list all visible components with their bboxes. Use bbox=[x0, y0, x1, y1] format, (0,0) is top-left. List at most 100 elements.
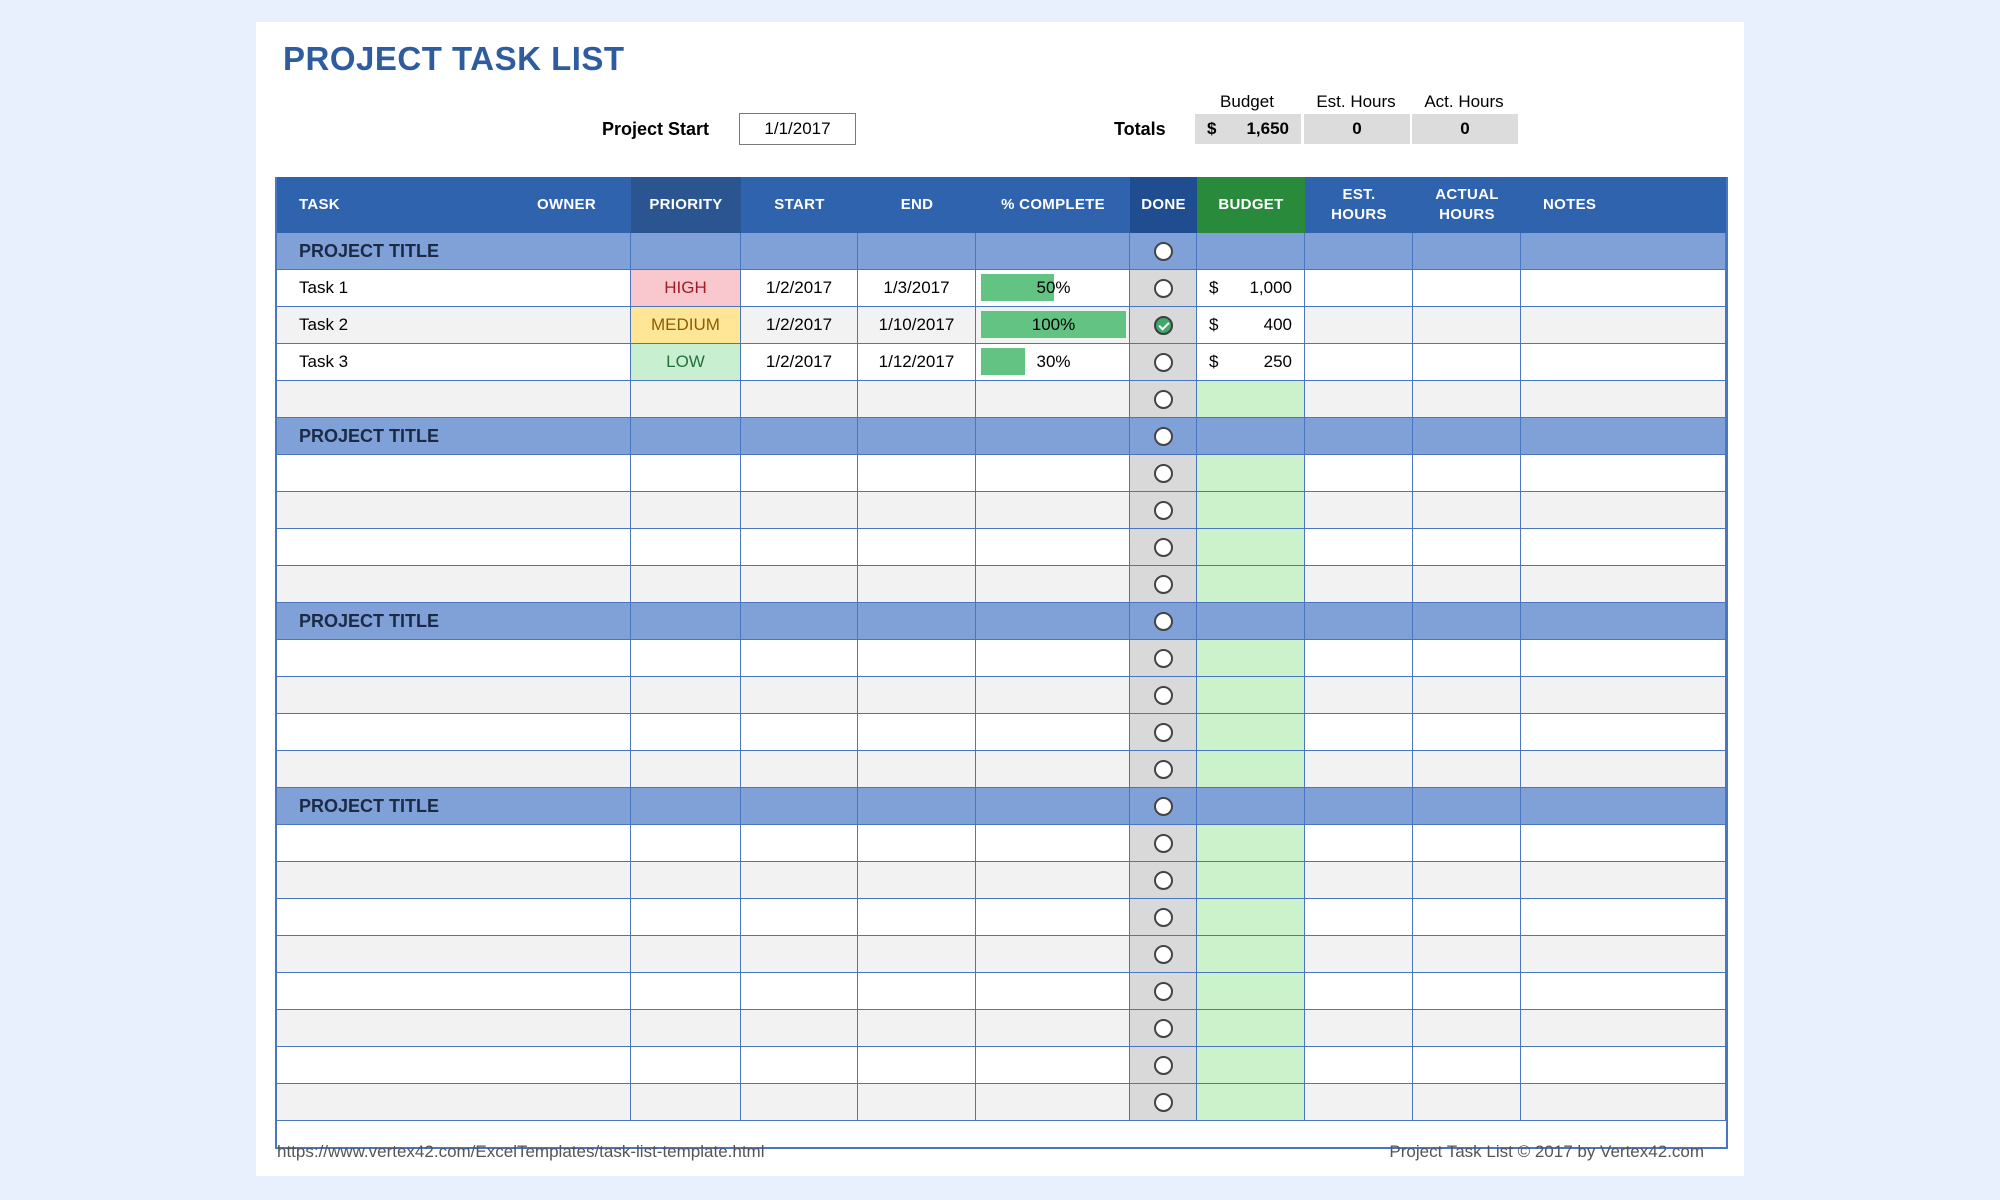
table-row[interactable] bbox=[277, 899, 1726, 936]
cell-act[interactable] bbox=[1413, 714, 1521, 750]
cell-start[interactable] bbox=[741, 603, 858, 639]
cell-notes[interactable] bbox=[1521, 936, 1726, 972]
end-date[interactable]: 1/10/2017 bbox=[858, 307, 976, 343]
cell-start[interactable] bbox=[741, 899, 858, 935]
cell-end[interactable] bbox=[858, 455, 976, 491]
cell-priority[interactable] bbox=[631, 788, 741, 824]
cell-task[interactable] bbox=[277, 751, 631, 787]
cell-end[interactable] bbox=[858, 381, 976, 417]
project-title[interactable]: PROJECT TITLE bbox=[299, 241, 440, 261]
done-radio[interactable] bbox=[1154, 1093, 1173, 1112]
cell-complete[interactable] bbox=[976, 640, 1130, 676]
done-radio[interactable] bbox=[1154, 390, 1173, 409]
cell-budget[interactable] bbox=[1197, 1047, 1305, 1083]
cell-budget[interactable] bbox=[1197, 973, 1305, 1009]
cell-act[interactable] bbox=[1413, 455, 1521, 491]
cell-end[interactable] bbox=[858, 1047, 976, 1083]
cell-act[interactable] bbox=[1413, 381, 1521, 417]
cell-priority[interactable] bbox=[631, 381, 741, 417]
cell-done[interactable] bbox=[1130, 825, 1197, 861]
task-name[interactable]: Task 2 bbox=[277, 307, 631, 343]
done-radio[interactable] bbox=[1154, 575, 1173, 594]
done-radio[interactable] bbox=[1154, 612, 1173, 631]
cell-priority[interactable] bbox=[631, 418, 741, 454]
cell-priority[interactable] bbox=[631, 529, 741, 565]
cell-start[interactable] bbox=[741, 455, 858, 491]
cell-est[interactable] bbox=[1305, 529, 1413, 565]
cell-task[interactable] bbox=[277, 1047, 631, 1083]
cell-end[interactable] bbox=[858, 751, 976, 787]
table-row[interactable] bbox=[277, 455, 1726, 492]
cell-complete[interactable] bbox=[976, 751, 1130, 787]
cell-task[interactable] bbox=[277, 529, 631, 565]
cell-budget[interactable] bbox=[1197, 233, 1305, 269]
cell-priority[interactable] bbox=[631, 677, 741, 713]
cell-priority[interactable] bbox=[631, 973, 741, 1009]
cell-end[interactable] bbox=[858, 1010, 976, 1046]
cell-priority[interactable] bbox=[631, 862, 741, 898]
header-complete[interactable]: % COMPLETE bbox=[1001, 196, 1105, 213]
cell-end[interactable] bbox=[858, 862, 976, 898]
cell-complete[interactable] bbox=[976, 899, 1130, 935]
done-radio[interactable] bbox=[1154, 760, 1173, 779]
header-priority[interactable]: PRIORITY bbox=[631, 177, 741, 233]
cell-est[interactable] bbox=[1305, 973, 1413, 1009]
cell-done[interactable] bbox=[1130, 677, 1197, 713]
cell-act[interactable] bbox=[1413, 566, 1521, 602]
cell-budget[interactable] bbox=[1197, 566, 1305, 602]
header-budget[interactable]: BUDGET bbox=[1197, 177, 1305, 233]
done-radio[interactable] bbox=[1154, 242, 1173, 261]
table-row[interactable] bbox=[277, 862, 1726, 899]
project-title-row[interactable]: PROJECT TITLE bbox=[277, 603, 1726, 640]
cell-est[interactable] bbox=[1305, 899, 1413, 935]
cell-end[interactable] bbox=[858, 973, 976, 1009]
cell-done[interactable] bbox=[1130, 381, 1197, 417]
table-row[interactable] bbox=[277, 492, 1726, 529]
cell-priority[interactable] bbox=[631, 603, 741, 639]
cell-notes[interactable] bbox=[1521, 566, 1726, 602]
cell-act[interactable] bbox=[1413, 640, 1521, 676]
table-row[interactable] bbox=[277, 566, 1726, 603]
cell-act[interactable] bbox=[1413, 603, 1521, 639]
cell-start[interactable] bbox=[741, 566, 858, 602]
cell-notes[interactable] bbox=[1521, 455, 1726, 491]
cell-start[interactable] bbox=[741, 418, 858, 454]
done-radio[interactable] bbox=[1154, 464, 1173, 483]
cell-complete[interactable]: 100% bbox=[976, 307, 1130, 343]
cell-start[interactable] bbox=[741, 973, 858, 1009]
cell-est[interactable] bbox=[1305, 1010, 1413, 1046]
cell-notes[interactable] bbox=[1521, 899, 1726, 935]
cell-start[interactable] bbox=[741, 936, 858, 972]
header-notes[interactable]: NOTES bbox=[1543, 196, 1597, 213]
cell-act[interactable] bbox=[1413, 788, 1521, 824]
cell-task[interactable] bbox=[277, 455, 631, 491]
start-date[interactable]: 1/2/2017 bbox=[741, 270, 858, 306]
header-actual-hours[interactable]: ACTUAL HOURS bbox=[1435, 186, 1499, 223]
cell-budget[interactable] bbox=[1197, 381, 1305, 417]
cell-done[interactable] bbox=[1130, 640, 1197, 676]
cell-end[interactable] bbox=[858, 529, 976, 565]
cell-done[interactable] bbox=[1130, 862, 1197, 898]
cell-start[interactable] bbox=[741, 862, 858, 898]
done-radio[interactable] bbox=[1154, 501, 1173, 520]
cell-budget[interactable] bbox=[1197, 751, 1305, 787]
cell-priority[interactable] bbox=[631, 233, 741, 269]
cell-end[interactable] bbox=[858, 566, 976, 602]
cell-est[interactable] bbox=[1305, 825, 1413, 861]
cell-notes[interactable] bbox=[1521, 418, 1726, 454]
cell-done[interactable] bbox=[1130, 1047, 1197, 1083]
table-row[interactable] bbox=[277, 973, 1726, 1010]
cell-task[interactable] bbox=[277, 862, 631, 898]
cell-notes[interactable] bbox=[1521, 381, 1726, 417]
cell-notes[interactable] bbox=[1521, 788, 1726, 824]
cell-done[interactable] bbox=[1130, 936, 1197, 972]
project-title[interactable]: PROJECT TITLE bbox=[299, 426, 440, 446]
done-check-icon[interactable] bbox=[1154, 316, 1173, 335]
cell-task[interactable] bbox=[277, 640, 631, 676]
cell-notes[interactable] bbox=[1521, 862, 1726, 898]
cell-est[interactable] bbox=[1305, 714, 1413, 750]
cell-budget[interactable]: $250 bbox=[1197, 344, 1305, 380]
cell-est[interactable] bbox=[1305, 418, 1413, 454]
cell-act[interactable] bbox=[1413, 344, 1521, 380]
cell-budget[interactable] bbox=[1197, 418, 1305, 454]
